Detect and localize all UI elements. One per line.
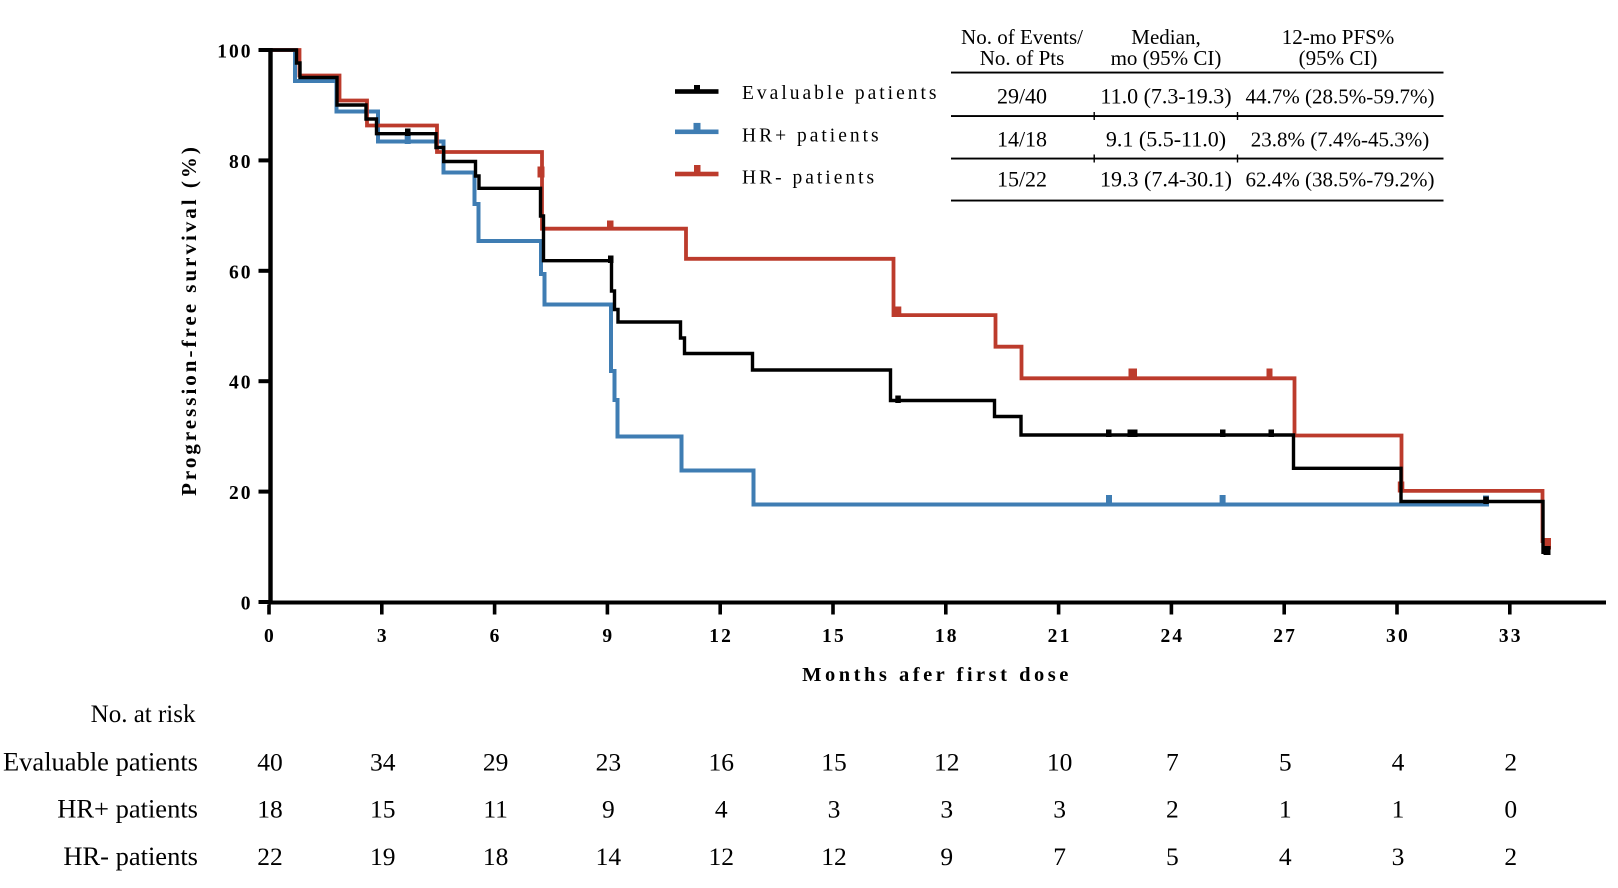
svg-text:16: 16 [708,748,734,777]
svg-text:60: 60 [229,262,253,283]
svg-text:15/22: 15/22 [997,167,1047,192]
svg-text:24: 24 [1160,626,1184,647]
svg-text:23: 23 [596,748,622,777]
svg-text:27: 27 [1273,626,1297,647]
svg-text:1: 1 [1279,795,1292,824]
svg-text:Evaluable patients: Evaluable patients [742,83,940,104]
svg-text:30: 30 [1386,626,1410,647]
svg-text:18: 18 [257,795,283,824]
svg-text:6: 6 [490,626,502,647]
svg-text:14/18: 14/18 [997,127,1047,152]
svg-text:34: 34 [370,748,396,777]
svg-text:9.1 (5.5-11.0): 9.1 (5.5-11.0) [1106,127,1226,152]
svg-text:10: 10 [1047,748,1073,777]
svg-text:19: 19 [370,842,396,871]
svg-text:0: 0 [1504,795,1517,824]
svg-text:9: 9 [602,626,614,647]
svg-text:HR+ patients: HR+ patients [742,126,882,147]
svg-text:12-mo PFS%: 12-mo PFS% [1282,25,1395,49]
svg-text:4: 4 [1279,842,1292,871]
svg-text:3: 3 [940,795,953,824]
svg-text:20: 20 [229,483,253,504]
svg-text:4: 4 [1392,748,1405,777]
svg-text:62.4% (38.5%-79.2%): 62.4% (38.5%-79.2%) [1246,168,1435,192]
svg-text:40: 40 [229,373,253,394]
svg-text:12: 12 [821,842,847,871]
svg-text:7: 7 [1166,748,1179,777]
svg-text:Months afer first dose: Months afer first dose [802,664,1072,686]
svg-text:4: 4 [715,795,728,824]
svg-text:40: 40 [257,748,283,777]
svg-text:12: 12 [934,748,960,777]
svg-text:2: 2 [1504,842,1517,871]
svg-text:3: 3 [1053,795,1066,824]
svg-text:15: 15 [822,626,846,647]
svg-text:0: 0 [241,594,253,615]
svg-text:Median,: Median, [1131,25,1200,49]
svg-text:12: 12 [709,626,733,647]
svg-text:HR- patients: HR- patients [63,841,198,871]
svg-text:18: 18 [935,626,959,647]
svg-text:HR- patients: HR- patients [742,168,877,189]
svg-text:No. of Pts: No. of Pts [980,46,1065,70]
svg-text:1: 1 [1392,795,1405,824]
svg-text:9: 9 [602,795,615,824]
svg-text:33: 33 [1499,626,1523,647]
svg-text:29: 29 [483,748,509,777]
svg-text:11.0 (7.3-19.3): 11.0 (7.3-19.3) [1100,84,1231,109]
svg-text:12: 12 [708,842,734,871]
svg-text:15: 15 [821,748,847,777]
svg-text:Progression-free survival (%): Progression-free survival (%) [177,144,201,496]
svg-text:mo (95% CI): mo (95% CI) [1111,46,1222,70]
svg-text:3: 3 [377,626,389,647]
svg-text:5: 5 [1166,842,1179,871]
svg-text:100: 100 [217,42,252,63]
svg-text:80: 80 [229,152,253,173]
svg-text:3: 3 [828,795,841,824]
svg-text:No. of Events/: No. of Events/ [961,25,1083,49]
svg-text:29/40: 29/40 [997,84,1047,109]
svg-text:3: 3 [1392,842,1405,871]
svg-text:2: 2 [1504,748,1517,777]
svg-text:No. at risk: No. at risk [91,701,196,728]
svg-text:2: 2 [1166,795,1179,824]
svg-text:21: 21 [1048,626,1072,647]
svg-text:15: 15 [370,795,396,824]
svg-text:11: 11 [483,795,508,824]
svg-text:19.3 (7.4-30.1): 19.3 (7.4-30.1) [1100,167,1232,192]
svg-text:22: 22 [257,842,283,871]
svg-text:18: 18 [483,842,509,871]
svg-text:(95% CI): (95% CI) [1299,46,1378,70]
svg-text:44.7% (28.5%-59.7%): 44.7% (28.5%-59.7%) [1246,85,1435,109]
svg-text:0: 0 [264,626,276,647]
svg-text:5: 5 [1279,748,1292,777]
svg-text:14: 14 [596,842,622,871]
svg-text:7: 7 [1053,842,1066,871]
svg-text:23.8% (7.4%-45.3%): 23.8% (7.4%-45.3%) [1251,128,1429,152]
svg-text:Evaluable patients: Evaluable patients [3,747,198,777]
svg-text:9: 9 [940,842,953,871]
svg-text:HR+ patients: HR+ patients [57,794,198,824]
